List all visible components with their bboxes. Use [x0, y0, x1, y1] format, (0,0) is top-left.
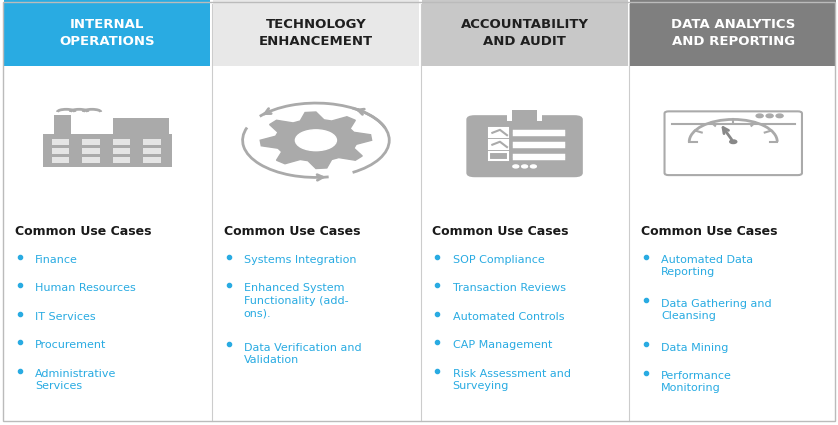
- FancyBboxPatch shape: [4, 0, 210, 66]
- FancyBboxPatch shape: [54, 115, 71, 134]
- FancyBboxPatch shape: [143, 139, 161, 145]
- FancyBboxPatch shape: [143, 148, 161, 154]
- Text: Procurement: Procurement: [35, 340, 106, 351]
- Text: Human Resources: Human Resources: [35, 283, 136, 294]
- Text: Data Mining: Data Mining: [661, 343, 728, 353]
- Circle shape: [295, 130, 337, 151]
- Text: CAP Management: CAP Management: [453, 340, 552, 351]
- FancyBboxPatch shape: [82, 148, 100, 154]
- Text: SOP Compliance: SOP Compliance: [453, 255, 544, 265]
- Text: INTERNAL
OPERATIONS: INTERNAL OPERATIONS: [59, 18, 155, 48]
- Text: Automated Controls: Automated Controls: [453, 312, 564, 322]
- FancyBboxPatch shape: [82, 139, 100, 145]
- FancyBboxPatch shape: [43, 134, 172, 167]
- FancyBboxPatch shape: [112, 157, 130, 163]
- Circle shape: [756, 114, 763, 118]
- FancyBboxPatch shape: [630, 0, 836, 66]
- Text: Risk Assessment and
Surveying: Risk Assessment and Surveying: [453, 369, 571, 391]
- Text: Common Use Cases: Common Use Cases: [432, 225, 569, 238]
- Text: Finance: Finance: [35, 255, 78, 265]
- Circle shape: [530, 165, 536, 168]
- Circle shape: [776, 114, 783, 118]
- FancyBboxPatch shape: [113, 118, 169, 134]
- Text: Data Gathering and
Cleansing: Data Gathering and Cleansing: [661, 299, 772, 321]
- FancyBboxPatch shape: [143, 157, 161, 163]
- FancyBboxPatch shape: [512, 110, 537, 123]
- FancyBboxPatch shape: [52, 139, 70, 145]
- FancyBboxPatch shape: [112, 139, 130, 145]
- Text: Common Use Cases: Common Use Cases: [224, 225, 360, 238]
- Polygon shape: [260, 112, 372, 169]
- Text: Common Use Cases: Common Use Cases: [641, 225, 778, 238]
- Text: ACCOUNTABILITY
AND AUDIT: ACCOUNTABILITY AND AUDIT: [461, 18, 588, 48]
- Circle shape: [730, 140, 737, 144]
- FancyBboxPatch shape: [489, 152, 508, 161]
- Text: Administrative
Services: Administrative Services: [35, 369, 116, 391]
- FancyBboxPatch shape: [82, 157, 100, 163]
- FancyBboxPatch shape: [489, 128, 508, 137]
- FancyBboxPatch shape: [466, 115, 583, 177]
- Circle shape: [513, 165, 519, 168]
- Text: IT Services: IT Services: [35, 312, 96, 322]
- Text: DATA ANALYTICS
AND REPORTING: DATA ANALYTICS AND REPORTING: [671, 18, 795, 48]
- Text: Systems Integration: Systems Integration: [244, 255, 356, 265]
- FancyBboxPatch shape: [489, 140, 508, 149]
- Text: Transaction Reviews: Transaction Reviews: [453, 283, 566, 294]
- FancyBboxPatch shape: [52, 157, 70, 163]
- FancyBboxPatch shape: [507, 112, 542, 121]
- FancyBboxPatch shape: [213, 0, 419, 66]
- Text: Common Use Cases: Common Use Cases: [15, 225, 152, 238]
- Text: Enhanced System
Functionality (add-
ons).: Enhanced System Functionality (add- ons)…: [244, 283, 349, 318]
- Text: Data Verification and
Validation: Data Verification and Validation: [244, 343, 361, 365]
- Text: Automated Data
Reporting: Automated Data Reporting: [661, 255, 753, 278]
- FancyBboxPatch shape: [422, 0, 628, 66]
- FancyBboxPatch shape: [665, 111, 802, 175]
- Text: TECHNOLOGY
ENHANCEMENT: TECHNOLOGY ENHANCEMENT: [259, 18, 373, 48]
- FancyBboxPatch shape: [52, 148, 70, 154]
- Circle shape: [521, 165, 528, 168]
- Text: Performance
Monitoring: Performance Monitoring: [661, 371, 732, 394]
- Circle shape: [766, 114, 773, 118]
- FancyBboxPatch shape: [112, 148, 130, 154]
